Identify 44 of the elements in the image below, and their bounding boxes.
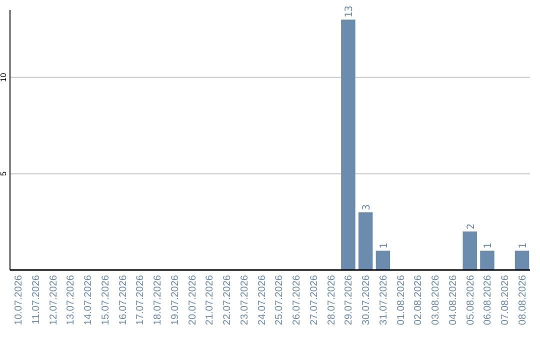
x-tick-label: 12.07.2026 [48, 274, 60, 326]
bar [462, 231, 477, 270]
x-tick-label: 02.08.2026 [413, 274, 424, 326]
x-tick-label: 30.07.2026 [361, 274, 372, 326]
x-tick-label: 16.07.2026 [118, 274, 129, 326]
x-tick-label: 21.07.2026 [204, 274, 216, 326]
y-tick-label: 5 [0, 170, 8, 176]
x-tick-label: 26.07.2026 [292, 274, 303, 326]
data-label: 2 [466, 223, 477, 230]
x-tick-label: 29.07.2026 [344, 274, 355, 326]
x-tick-label: 07.08.2026 [500, 274, 512, 326]
x-tick-label: 10.07.2026 [13, 274, 24, 326]
x-tick-label: 24.07.2026 [256, 274, 268, 326]
x-tick-label: 01.08.2026 [396, 274, 407, 326]
y-tick-label: 10 [0, 72, 8, 82]
bar [376, 250, 390, 270]
x-tick-label: 13.07.2026 [66, 274, 77, 326]
x-tick-label: 27.07.2026 [308, 274, 320, 326]
x-tick-label: 25.07.2026 [274, 274, 286, 326]
x-tick-label: 19.07.2026 [170, 274, 181, 326]
x-tick-label: 18.07.2026 [152, 274, 164, 326]
x-tick-label: 03.08.2026 [430, 274, 442, 326]
x-tick-label: 06.08.2026 [482, 274, 494, 326]
bar [514, 250, 530, 270]
data-label: 1 [483, 242, 494, 249]
x-tick-label: 11.07.2026 [30, 274, 42, 324]
x-tick-label: 22.07.2026 [222, 274, 234, 326]
x-tick-label: 28.07.2026 [326, 274, 338, 326]
x-tick-label: 17.07.2026 [135, 274, 146, 326]
x-tick-label: 08.08.2026 [518, 274, 529, 326]
data-label: 1 [378, 242, 390, 249]
x-tick-label: 20.07.2026 [187, 274, 198, 326]
x-tick-label: 23.07.2026 [239, 274, 250, 326]
bar [341, 20, 356, 270]
x-tick-label: 05.08.2026 [465, 274, 476, 326]
x-tick-label: 15.07.2026 [100, 274, 112, 326]
x-tick-label: 04.08.2026 [448, 274, 459, 326]
bar [358, 212, 373, 270]
data-label: 3 [362, 204, 373, 210]
x-tick-label: 31.07.2026 [378, 274, 390, 326]
bar [480, 250, 494, 270]
x-tick-label: 14.07.2026 [83, 274, 94, 326]
data-label: 1 [518, 242, 530, 249]
data-label: 13 [344, 6, 356, 18]
